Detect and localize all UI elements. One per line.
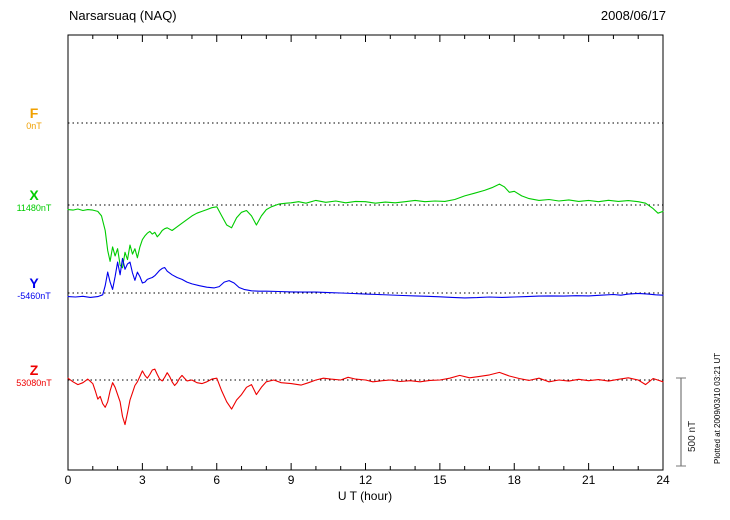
trace-baseline-x: 11480nT xyxy=(16,203,52,213)
trace-label-y: Y -5460nT xyxy=(6,275,62,302)
trace-baseline-f: 0nT xyxy=(26,121,42,131)
trace-label-f: F 0nT xyxy=(6,105,62,132)
scale-bar-label: 500 nT xyxy=(687,420,698,452)
trace-label-z: Z 53080nT xyxy=(6,362,62,389)
plot-date: 2008/06/17 xyxy=(600,8,666,23)
trace-letter-y: Y xyxy=(29,275,39,291)
trace-X xyxy=(67,183,664,269)
trace-Y xyxy=(67,257,664,299)
station-title: Narsarsuaq (NAQ) xyxy=(69,8,177,23)
trace-baseline-z: 53080nT xyxy=(16,378,52,388)
trace-letter-x: X xyxy=(29,187,39,203)
plot-frame xyxy=(67,34,664,471)
plotted-at-note: Plotted at 2009/03/10 03:21 UT xyxy=(713,352,722,464)
trace-label-x: X 11480nT xyxy=(6,187,62,214)
trace-letter-z: Z xyxy=(29,362,39,378)
x-axis-title: U T (hour) xyxy=(337,489,393,503)
trace-baseline-y: -5460nT xyxy=(17,291,51,301)
trace-letter-f: F xyxy=(29,105,39,121)
trace-Z xyxy=(67,368,664,426)
